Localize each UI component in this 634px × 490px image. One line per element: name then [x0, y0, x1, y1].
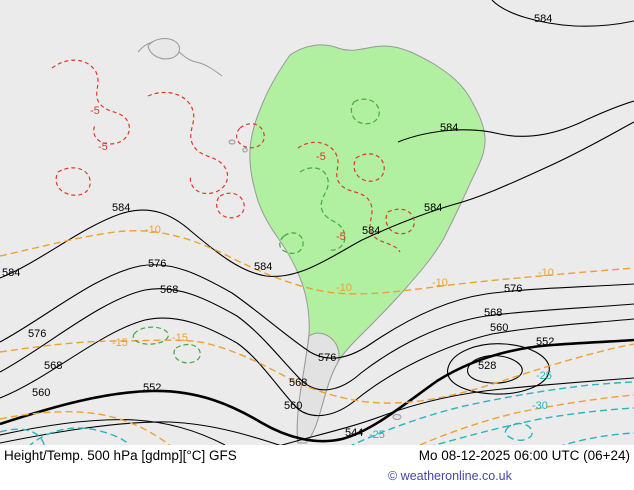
contour-label: 568 — [484, 307, 502, 319]
contour-label: -15 — [112, 337, 128, 349]
contour-label: 560 — [32, 387, 50, 399]
contour-label: 584 — [424, 202, 442, 214]
height-contour-576 — [0, 264, 634, 359]
height-contour-544 — [280, 377, 634, 445]
contour-label: 576 — [504, 283, 522, 295]
falkland-islands — [392, 414, 402, 420]
galapagos-island — [228, 139, 236, 145]
contour-label: 584 — [2, 267, 20, 279]
contour-label: 552 — [143, 382, 161, 394]
contour-label: 544 — [345, 427, 363, 439]
temp-contour-minus30 — [432, 407, 634, 445]
contour-label: -5 — [336, 231, 346, 243]
temp-contours-orange — [0, 230, 634, 445]
temp-contour-green — [299, 167, 346, 251]
temp-contours-cyan — [0, 381, 634, 445]
temp-contour-minus5 — [147, 91, 229, 195]
contour-label: -30 — [532, 400, 548, 412]
contour-label: -10 — [538, 267, 554, 279]
contour-label: 576 — [148, 258, 166, 270]
temp-contours-green — [132, 98, 380, 364]
height-contour-552-bold — [0, 338, 634, 443]
temp-contour-orange — [419, 394, 634, 445]
contour-label: 528 — [478, 360, 496, 372]
height-contour-584 — [397, 100, 634, 143]
landmass — [137, 38, 486, 444]
footer-row: Height/Temp. 500 hPa [gdmp][°C] GFS Mo 0… — [0, 445, 634, 464]
temp-contour-minus25 — [350, 381, 634, 445]
contour-label: 584 — [112, 202, 130, 214]
height-contour-568 — [0, 288, 634, 391]
temp-contour-cyan — [0, 428, 45, 445]
temp-contour-cyan — [561, 432, 634, 445]
contour-label: -5 — [316, 151, 326, 163]
temp-contour-minus5 — [216, 192, 245, 219]
temp-contours-red — [51, 59, 415, 253]
height-contour-584 — [491, 0, 634, 27]
copyright-link[interactable]: © weatheronline.co.uk — [388, 469, 512, 483]
height-contour-528-ring — [467, 355, 523, 384]
contour-label: 584 — [440, 122, 458, 134]
contour-label: 568 — [44, 360, 62, 372]
temp-contour-minus5 — [55, 167, 91, 196]
temp-contour-green — [132, 326, 169, 345]
temp-contour-minus5 — [236, 123, 265, 149]
height-contours — [0, 0, 634, 445]
contour-label: 568 — [289, 377, 307, 389]
contour-label: -5 — [98, 141, 108, 153]
temp-contour-orange — [0, 411, 171, 445]
temp-contour-minus5 — [353, 153, 385, 182]
contour-label: -10 — [145, 224, 161, 236]
height-contour-584 — [0, 121, 634, 279]
temp-contour-green — [279, 232, 304, 254]
contour-label: -25 — [369, 429, 385, 441]
contour-label: 576 — [28, 328, 46, 340]
contour-label: 576 — [318, 352, 336, 364]
temp-contour-minus15 — [0, 339, 634, 404]
contour-label: -10 — [336, 282, 352, 294]
contour-label: 560 — [490, 322, 508, 334]
temp-contour-cyan — [504, 422, 533, 441]
map-datetime: Mo 08-12-2025 06:00 UTC (06+24) — [418, 448, 630, 463]
island-coastline — [147, 38, 180, 60]
contour-label: -15 — [172, 332, 188, 344]
galapagos-island — [242, 147, 248, 153]
height-contour-560 — [0, 317, 634, 417]
contour-label: 584 — [534, 13, 552, 25]
temp-contour-minus5 — [51, 59, 130, 145]
temp-contour-minus5 — [297, 141, 401, 253]
contour-label: 552 — [536, 336, 554, 348]
contour-label: 584 — [254, 261, 272, 273]
height-contour-extra — [0, 419, 226, 445]
temp-contour-minus5 — [385, 208, 415, 235]
contour-label: -5 — [90, 105, 100, 117]
temp-contour-cyan — [29, 427, 130, 445]
contour-label: -10 — [432, 277, 448, 289]
temp-contour-minus10 — [0, 230, 634, 295]
patagonia-land — [296, 332, 340, 444]
height-contour-536-ring — [447, 343, 550, 395]
contour-label: -25 — [536, 370, 552, 382]
contour-label: 560 — [284, 400, 302, 412]
temp-contour-green — [350, 98, 380, 125]
map-title: Height/Temp. 500 hPa [gdmp][°C] GFS — [4, 448, 237, 463]
contour-label: 568 — [160, 284, 178, 296]
status-bar: Height/Temp. 500 hPa [gdmp][°C] GFS Mo 0… — [0, 445, 634, 490]
contour-label: 584 — [362, 225, 380, 237]
